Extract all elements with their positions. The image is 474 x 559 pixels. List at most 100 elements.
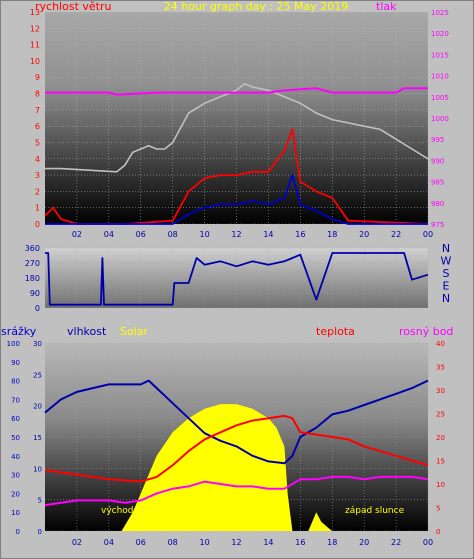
wind-tick-label: 1 xyxy=(35,204,40,213)
time-tick-label: 10 xyxy=(199,230,209,239)
solar-area xyxy=(121,404,333,531)
bottom-time-tick-label: 10 xyxy=(199,538,209,547)
grid-lines xyxy=(45,11,429,532)
pressure-tick-label: 1010 xyxy=(431,73,449,81)
direction-tick-label: 270 xyxy=(25,259,40,268)
wind-speed-axis-label: rychlost větru xyxy=(35,0,111,13)
wind-tick-label: 3 xyxy=(35,171,40,180)
humidity-line xyxy=(44,379,429,465)
rain-tick-label: 70 xyxy=(11,396,20,404)
direction-tick-label: 0 xyxy=(35,304,40,313)
time-tick-label: 16 xyxy=(295,230,305,239)
rain-axis-label: srážky xyxy=(1,325,37,338)
pressure-tick-label: 1020 xyxy=(431,30,449,38)
compass-label: N xyxy=(442,292,450,305)
temperature-tick-label: 10 xyxy=(436,481,445,489)
temperature-tick-label: 25 xyxy=(436,411,445,419)
time-tick-label: 12 xyxy=(231,230,241,239)
wind-direction-plot xyxy=(45,252,429,306)
time-tick-label: 14 xyxy=(263,230,273,239)
rain-tick-label: 100 xyxy=(7,340,20,348)
sunset-annotation: západ slunce xyxy=(345,506,405,516)
humidity-tick-label: 5 xyxy=(38,497,42,505)
time-tick-label: 06 xyxy=(136,230,146,239)
bottom-time-tick-label: 02 xyxy=(72,538,82,547)
wind-tick-label: 5 xyxy=(35,138,40,147)
wind-tick-label: 13 xyxy=(30,8,40,17)
temperature-plot xyxy=(44,379,429,531)
compass-label: W xyxy=(441,255,452,268)
sunrise-annotation: východ slunce xyxy=(101,506,166,516)
dewpoint-axis-label: rosný bod xyxy=(399,325,453,338)
pressure-axis-label: tlak xyxy=(376,0,397,13)
wind-tick-label: 8 xyxy=(35,90,40,99)
pressure-tick-label: 1025 xyxy=(431,9,449,17)
temperature-line xyxy=(44,414,429,483)
direction-tick-label: 90 xyxy=(30,289,40,298)
wind-tick-label: 7 xyxy=(35,106,40,115)
bottom-time-tick-label: 16 xyxy=(295,538,305,547)
compass-label: E xyxy=(443,280,450,293)
wind-tick-label: 4 xyxy=(35,155,40,164)
wind-tick-label: 11 xyxy=(30,41,40,50)
chart-title: 24 hour graph day : 25 May 2019 xyxy=(164,0,349,13)
rain-tick-label: 90 xyxy=(11,359,20,367)
humidity-tick-label: 25 xyxy=(33,371,42,379)
bottom-time-tick-label: 12 xyxy=(231,538,241,547)
time-tick-label: 00 xyxy=(423,230,433,239)
temperature-tick-label: 35 xyxy=(436,364,445,372)
axis-ticks: 0123456789101112139759809859909951000100… xyxy=(7,8,452,547)
wind-tick-label: 6 xyxy=(35,122,40,131)
temperature-tick-label: 20 xyxy=(436,434,445,442)
wind-tick-label: 2 xyxy=(35,187,40,196)
pressure-tick-label: 1005 xyxy=(431,94,449,102)
rain-tick-label: 60 xyxy=(11,415,20,423)
time-tick-label: 04 xyxy=(104,230,114,239)
temperature-axis-label: teplota xyxy=(316,325,355,338)
bottom-time-tick-label: 00 xyxy=(423,538,433,547)
pressure-tick-label: 1000 xyxy=(431,115,449,123)
humidity-axis-label: vlhkost xyxy=(67,325,107,338)
pressure-tick-label: 980 xyxy=(431,200,444,208)
rain-tick-label: 20 xyxy=(11,490,20,498)
time-tick-label: 22 xyxy=(391,230,401,239)
temperature-tick-label: 5 xyxy=(436,505,440,513)
rain-tick-label: 40 xyxy=(11,453,20,461)
temperature-tick-label: 15 xyxy=(436,458,445,466)
temperature-tick-label: 40 xyxy=(436,340,445,348)
wind-pressure-plot xyxy=(44,83,429,225)
solar-axis-label: Solar xyxy=(120,325,149,338)
time-tick-label: 20 xyxy=(359,230,369,239)
pressure-line xyxy=(45,87,428,96)
time-tick-label: 18 xyxy=(327,230,337,239)
humidity-tick-label: 30 xyxy=(33,340,42,348)
direction-tick-label: 180 xyxy=(25,274,40,283)
rain-tick-label: 30 xyxy=(11,472,20,480)
wind-average-line xyxy=(45,174,428,225)
wind-tick-label: 9 xyxy=(35,73,40,82)
wind-direction-line xyxy=(45,252,429,306)
bottom-time-tick-label: 22 xyxy=(391,538,401,547)
direction-tick-label: 360 xyxy=(25,244,40,253)
bottom-time-tick-label: 08 xyxy=(168,538,178,547)
pressure-tick-label: 1015 xyxy=(431,51,449,59)
pressure-tick-label: 985 xyxy=(431,179,444,187)
humidity-tick-label: 10 xyxy=(33,465,42,473)
bottom-time-tick-label: 04 xyxy=(104,538,114,547)
wind-tick-label: 10 xyxy=(30,57,40,66)
bottom-time-tick-label: 18 xyxy=(327,538,337,547)
bottom-time-tick-label: 14 xyxy=(263,538,273,547)
pressure-tick-label: 990 xyxy=(431,157,444,165)
pressure-tick-label: 975 xyxy=(431,221,444,229)
wind-tick-label: 0 xyxy=(35,220,40,229)
temperature-tick-label: 0 xyxy=(436,528,440,536)
wind-tick-label: 12 xyxy=(30,24,40,33)
rain-tick-label: 50 xyxy=(11,434,20,442)
rain-tick-label: 80 xyxy=(11,378,20,386)
rain-tick-label: 10 xyxy=(11,509,20,517)
time-tick-label: 08 xyxy=(168,230,178,239)
humidity-tick-label: 0 xyxy=(38,528,42,536)
pressure-tick-label: 995 xyxy=(431,136,444,144)
